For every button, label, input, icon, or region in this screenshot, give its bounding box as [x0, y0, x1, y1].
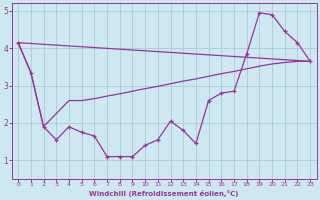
X-axis label: Windchill (Refroidissement éolien,°C): Windchill (Refroidissement éolien,°C) — [90, 190, 239, 197]
